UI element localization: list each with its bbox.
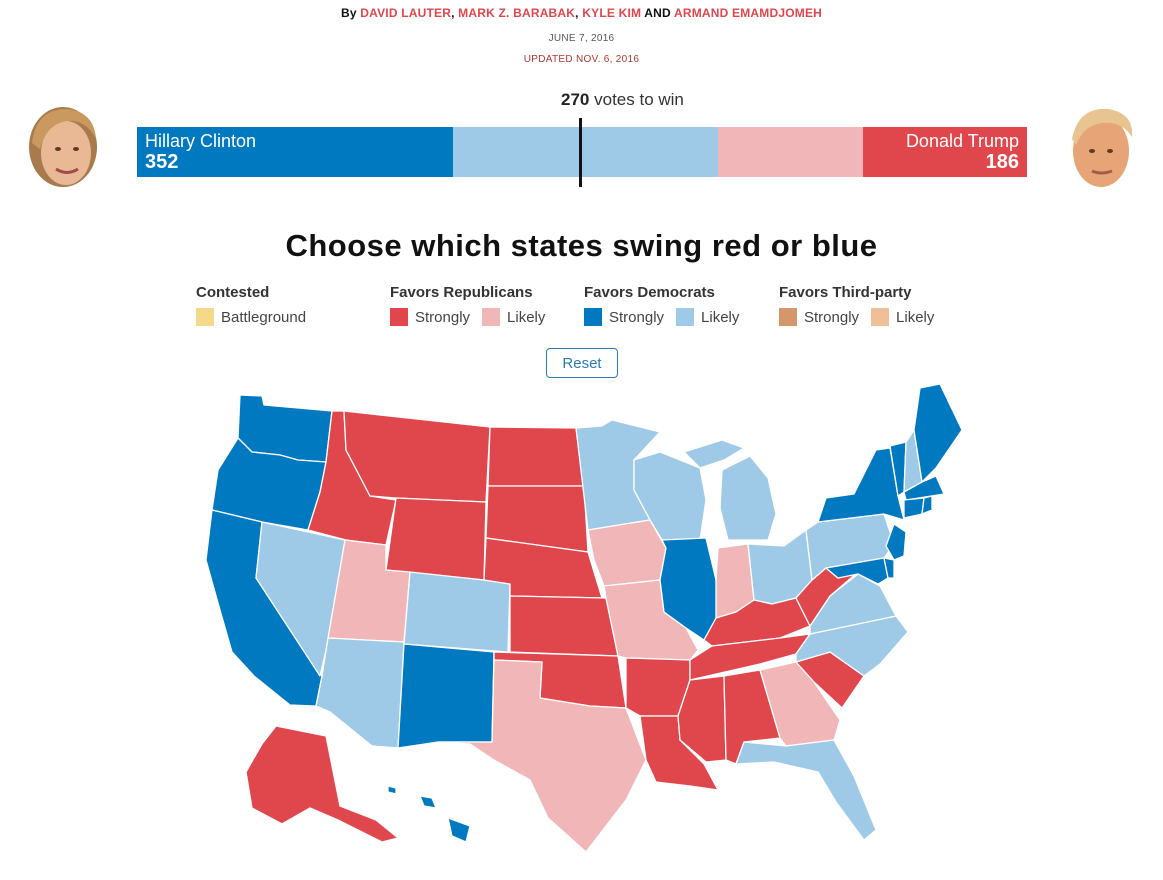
state-tx[interactable] bbox=[437, 659, 647, 853]
swatch bbox=[584, 308, 602, 326]
bar-likely-dem bbox=[452, 127, 719, 177]
state-ks[interactable] bbox=[509, 595, 619, 657]
legend-item-battleground: Battleground bbox=[196, 308, 306, 326]
swatch bbox=[676, 308, 695, 326]
votes-to-win-number: 270 bbox=[561, 90, 590, 109]
byline-prefix: By bbox=[340, 6, 357, 20]
legend-item-strong-rep: Strongly bbox=[390, 308, 470, 326]
state-ak[interactable] bbox=[245, 725, 399, 843]
state-nj[interactable] bbox=[885, 523, 907, 561]
state-mi[interactable] bbox=[683, 439, 777, 541]
votes-to-win-label: 270 votes to win bbox=[561, 90, 684, 110]
legend-item-strong-third: Strongly bbox=[779, 308, 859, 326]
clinton-label: Hillary Clinton 352 bbox=[145, 131, 256, 173]
state-il[interactable] bbox=[659, 537, 719, 641]
legend-label: Strongly bbox=[609, 308, 665, 326]
trump-portrait bbox=[1072, 108, 1133, 187]
bar-likely-rep bbox=[718, 127, 864, 177]
state-ny[interactable] bbox=[817, 447, 905, 523]
state-ma[interactable] bbox=[903, 475, 945, 501]
byline: By DAVID LAUTER, MARK Z. BARABAK, KYLE K… bbox=[0, 6, 1163, 20]
clinton-votes: 352 bbox=[145, 151, 179, 173]
publish-date: JUNE 7, 2016 bbox=[548, 33, 615, 44]
page-title: Choose which states swing red or blue bbox=[285, 228, 878, 263]
state-me[interactable] bbox=[913, 383, 963, 483]
state-de[interactable] bbox=[883, 557, 895, 579]
legend-heading: Contested bbox=[196, 284, 270, 301]
updated-date: UPDATED NOV. 6, 2016 bbox=[523, 54, 640, 65]
bar-strong-dem bbox=[137, 127, 453, 177]
legend-third-party: Favors Third-party Strongly Likely bbox=[779, 284, 934, 326]
author-link[interactable]: MARK Z. BARABAK bbox=[458, 6, 576, 20]
trump-name: Donald Trump bbox=[905, 131, 1019, 151]
swatch bbox=[390, 308, 408, 326]
state-mt[interactable] bbox=[343, 410, 491, 503]
clinton-portrait bbox=[29, 107, 97, 187]
legend-heading: Favors Third-party bbox=[779, 284, 912, 301]
byline-separator: AND bbox=[641, 6, 674, 20]
state-hi[interactable] bbox=[387, 785, 471, 843]
swatch bbox=[482, 308, 501, 326]
legend-label: Likely bbox=[896, 308, 935, 326]
electoral-vote-bar bbox=[137, 127, 1027, 177]
reset-button[interactable]: Reset bbox=[546, 348, 618, 378]
legend-label: Strongly bbox=[804, 308, 860, 326]
state-ri[interactable] bbox=[921, 495, 933, 515]
author-link[interactable]: ARMAND EMAMDJOMEH bbox=[673, 6, 823, 20]
legend-item-likely-third: Likely bbox=[871, 308, 934, 326]
state-wy[interactable] bbox=[385, 497, 487, 581]
state-nd[interactable] bbox=[487, 426, 585, 487]
author-link[interactable]: KYLE KIM bbox=[582, 6, 642, 20]
state-ia[interactable] bbox=[587, 519, 667, 587]
legend-label: Likely bbox=[507, 308, 546, 326]
state-ct[interactable] bbox=[903, 497, 925, 519]
swatch bbox=[196, 308, 214, 326]
legend-item-likely-rep: Likely bbox=[482, 308, 545, 326]
270-marker bbox=[579, 118, 582, 187]
clinton-name: Hillary Clinton bbox=[145, 131, 257, 151]
bar-strong-rep bbox=[863, 127, 1027, 177]
byline-separator: , bbox=[575, 6, 583, 20]
legend-heading: Favors Republicans bbox=[390, 284, 533, 301]
author-link[interactable]: DAVID LAUTER bbox=[360, 6, 452, 20]
legend-democrats: Favors Democrats Strongly Likely bbox=[584, 284, 739, 326]
legend-republicans: Favors Republicans Strongly Likely bbox=[390, 284, 545, 326]
legend-label: Strongly bbox=[415, 308, 471, 326]
byline-separator: , bbox=[451, 6, 459, 20]
swatch bbox=[779, 308, 797, 326]
state-fl[interactable] bbox=[735, 739, 877, 841]
state-co[interactable] bbox=[403, 571, 511, 653]
legend-label: Battleground bbox=[221, 308, 307, 326]
state-nm[interactable] bbox=[397, 643, 495, 749]
legend-label: Likely bbox=[701, 308, 740, 326]
state-nv[interactable] bbox=[255, 521, 346, 677]
trump-votes: 186 bbox=[985, 151, 1019, 173]
state-az[interactable] bbox=[315, 637, 405, 749]
votes-to-win-text: votes to win bbox=[594, 90, 684, 109]
us-electoral-map bbox=[205, 383, 963, 853]
swatch bbox=[871, 308, 890, 326]
legend-heading: Favors Democrats bbox=[584, 284, 715, 301]
legend-item-likely-dem: Likely bbox=[676, 308, 739, 326]
legend-contested: Contested Battleground bbox=[196, 284, 306, 326]
legend-item-strong-dem: Strongly bbox=[584, 308, 664, 326]
trump-label: Donald Trump 186 bbox=[906, 131, 1019, 173]
